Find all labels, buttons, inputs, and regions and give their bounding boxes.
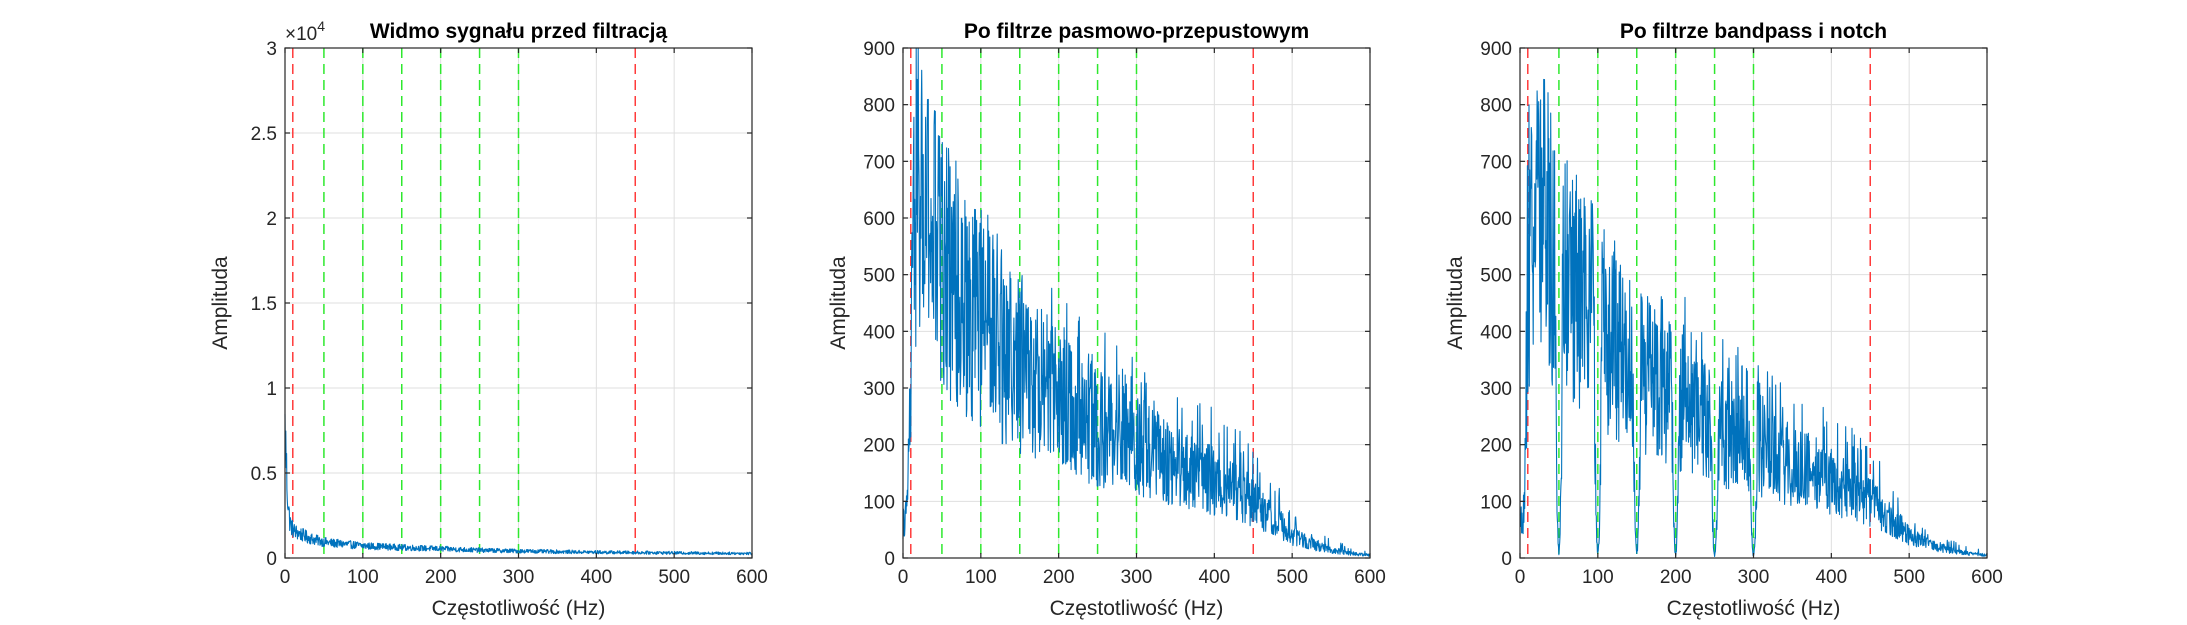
x-tick-label: 500 [658, 567, 690, 588]
y-tick-label: 800 [1480, 96, 1512, 117]
chart-title: Po filtrze pasmowo-przepustowym [964, 20, 1309, 43]
y-tick-label: 400 [1480, 322, 1512, 343]
y-axis-label: Amplituda [1444, 256, 1467, 350]
x-tick-label: 400 [1198, 567, 1230, 588]
y-tick-label: 800 [863, 96, 895, 117]
y-tick-label: 0.5 [251, 464, 277, 485]
x-tick-label: 100 [965, 567, 997, 588]
y-tick-label: 1.5 [251, 294, 277, 315]
y-tick-label: 900 [863, 39, 895, 60]
x-tick-label: 200 [425, 567, 457, 588]
x-tick-label: 500 [1893, 567, 1925, 588]
x-tick-label: 400 [580, 567, 612, 588]
chart-panel-3: 0 100 200 300 400 500 600 0 100 200 300 400 500 600 70… [1444, 20, 2003, 620]
y-tick-label: 600 [863, 209, 895, 230]
x-tick-label: 400 [1815, 567, 1847, 588]
chart-title: Po filtrze bandpass i notch [1620, 20, 1887, 43]
y-tick-label: 100 [863, 492, 895, 513]
chart-title: Widmo sygnału przed filtracją [370, 20, 668, 43]
y-tick-label: 900 [1480, 39, 1512, 60]
y-tick-label: 0 [1501, 549, 1512, 570]
spectrum-line [284, 414, 753, 556]
y-tick-label: 0 [266, 549, 277, 570]
y-tick-label: 300 [863, 379, 895, 400]
x-tick-label: 200 [1043, 567, 1075, 588]
y-tick-label: 200 [863, 436, 895, 457]
x-axis-label: Częstotliwość (Hz) [1667, 597, 1841, 620]
y-tick-label: 1 [266, 379, 277, 400]
x-tick-label: 0 [280, 567, 291, 588]
x-tick-label: 0 [898, 567, 909, 588]
x-tick-label: 100 [1582, 567, 1614, 588]
y-exponent-label: ×104 [285, 18, 325, 45]
x-tick-label: 300 [1738, 567, 1770, 588]
y-tick-label: 600 [1480, 209, 1512, 230]
y-tick-label: 200 [1480, 436, 1512, 457]
y-tick-label: 2.5 [251, 124, 277, 145]
x-tick-label: 600 [736, 567, 768, 588]
y-tick-label: 100 [1480, 492, 1512, 513]
x-tick-label: 0 [1515, 567, 1526, 588]
x-tick-label: 100 [347, 567, 379, 588]
y-tick-label: 0 [884, 549, 895, 570]
y-tick-label: 500 [863, 266, 895, 287]
x-tick-label: 600 [1971, 567, 2003, 588]
x-axis-label: Częstotliwość (Hz) [1050, 597, 1224, 620]
y-tick-label: 500 [1480, 266, 1512, 287]
y-tick-label: 700 [1480, 152, 1512, 173]
x-tick-label: 300 [1121, 567, 1153, 588]
spectrum-line [902, 47, 1371, 557]
y-tick-label: 700 [863, 152, 895, 173]
x-tick-label: 500 [1276, 567, 1308, 588]
x-tick-label: 200 [1660, 567, 1692, 588]
chart-panel-2: 0 100 200 300 400 500 600 0 100 200 300 400 500 600 70… [827, 20, 1386, 620]
y-tick-label: 400 [863, 322, 895, 343]
x-axis-label: Częstotliwość (Hz) [432, 597, 606, 620]
y-axis-label: Amplituda [209, 256, 232, 350]
x-tick-label: 300 [503, 567, 535, 588]
y-tick-label: 2 [266, 209, 277, 230]
chart-panel-1: 0 100 200 300 400 500 600 0 0.5 1 1.5 2 2.5 3 ×104 Widm… [209, 18, 768, 620]
x-tick-label: 600 [1354, 567, 1386, 588]
y-tick-label: 3 [266, 39, 277, 60]
y-axis-label: Amplituda [827, 256, 850, 350]
y-tick-label: 300 [1480, 379, 1512, 400]
